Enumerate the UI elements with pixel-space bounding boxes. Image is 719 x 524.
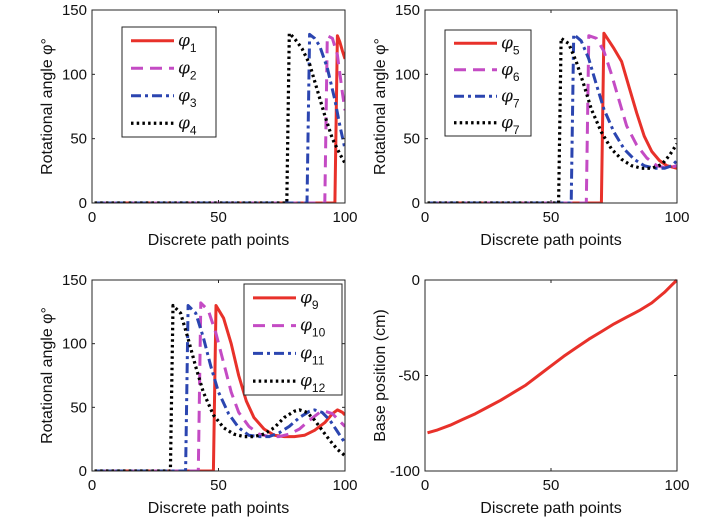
plot-area bbox=[427, 31, 677, 203]
y-tick-label: 100 bbox=[395, 66, 420, 83]
x-tick-label: 0 bbox=[88, 477, 96, 494]
y-tick-label: 50 bbox=[403, 131, 420, 148]
series-line-7-dot bbox=[427, 36, 677, 203]
x-axis-label: Discrete path points bbox=[148, 500, 289, 517]
x-tick-label: 50 bbox=[210, 477, 227, 494]
subplot-top-right: 0 50 100 0 50 100 150 Discrete path points Rotat… bbox=[372, 2, 690, 249]
y-axis-label: Rotational angle φ° bbox=[39, 38, 56, 175]
x-axis-label: Discrete path points bbox=[480, 500, 621, 517]
y-tick-label: 0 bbox=[412, 272, 420, 289]
y-axis-label: Base position (cm) bbox=[372, 309, 389, 442]
x-tick-label: 100 bbox=[664, 209, 689, 226]
series-line-10-dash bbox=[94, 301, 345, 471]
series-line-5-solid bbox=[427, 31, 677, 203]
series-line-7-dashdot bbox=[427, 32, 677, 203]
x-tick-label: 0 bbox=[421, 477, 429, 494]
x-axis-label: Discrete path points bbox=[480, 232, 621, 249]
y-axis-label: Rotational angle φ° bbox=[372, 38, 389, 175]
series-line-1-solid bbox=[94, 34, 345, 203]
y-axis-label: Rotational angle φ° bbox=[39, 307, 56, 444]
x-axis-label: Discrete path points bbox=[148, 232, 289, 249]
legend-box bbox=[444, 29, 532, 137]
y-tick-label: -100 bbox=[390, 463, 420, 480]
y-tick-label: 0 bbox=[79, 463, 87, 480]
legend-box bbox=[243, 283, 343, 396]
y-tick-label: 150 bbox=[395, 2, 420, 19]
axes-box bbox=[424, 279, 678, 472]
y-tick-label: 0 bbox=[412, 195, 420, 212]
y-tick-label: -50 bbox=[398, 368, 420, 385]
y-tick-label: 50 bbox=[70, 399, 87, 416]
y-tick-label: 0 bbox=[79, 195, 87, 212]
x-tick-label: 50 bbox=[543, 209, 560, 226]
y-tick-label: 50 bbox=[70, 131, 87, 148]
series-line-11-dashdot bbox=[94, 304, 345, 471]
subplot-top-left: 0 50 100 0 50 100 150 Discrete path points Rotat… bbox=[39, 2, 358, 249]
series-line-6-dash bbox=[427, 34, 677, 203]
x-tick-label: 100 bbox=[664, 477, 689, 494]
x-tick-label: 0 bbox=[88, 209, 96, 226]
y-tick-label: 150 bbox=[62, 2, 87, 19]
x-tick-label: 50 bbox=[210, 209, 227, 226]
x-tick-label: 100 bbox=[332, 209, 357, 226]
plot-area bbox=[94, 301, 345, 471]
x-tick-label: 100 bbox=[332, 477, 357, 494]
series-line-2-dash bbox=[94, 34, 345, 203]
subplot-bottom-left: 0 50 100 0 50 100 150 Discrete path points Rotat… bbox=[39, 272, 358, 517]
plot-area bbox=[94, 31, 345, 203]
y-tick-label: 100 bbox=[62, 336, 87, 353]
x-tick-label: 50 bbox=[543, 477, 560, 494]
series-line-base-solid bbox=[427, 278, 677, 435]
y-tick-label: 100 bbox=[62, 66, 87, 83]
legend-box bbox=[121, 26, 217, 138]
subplot-bottom-right: 0 50 100 -100 -50 0 Discrete path points Base p… bbox=[372, 272, 690, 517]
series-line-3-dashdot bbox=[94, 32, 345, 203]
y-tick-label: 150 bbox=[62, 272, 87, 289]
x-tick-label: 0 bbox=[421, 209, 429, 226]
series-line-4-dot bbox=[94, 31, 345, 203]
plot-area bbox=[427, 278, 677, 435]
